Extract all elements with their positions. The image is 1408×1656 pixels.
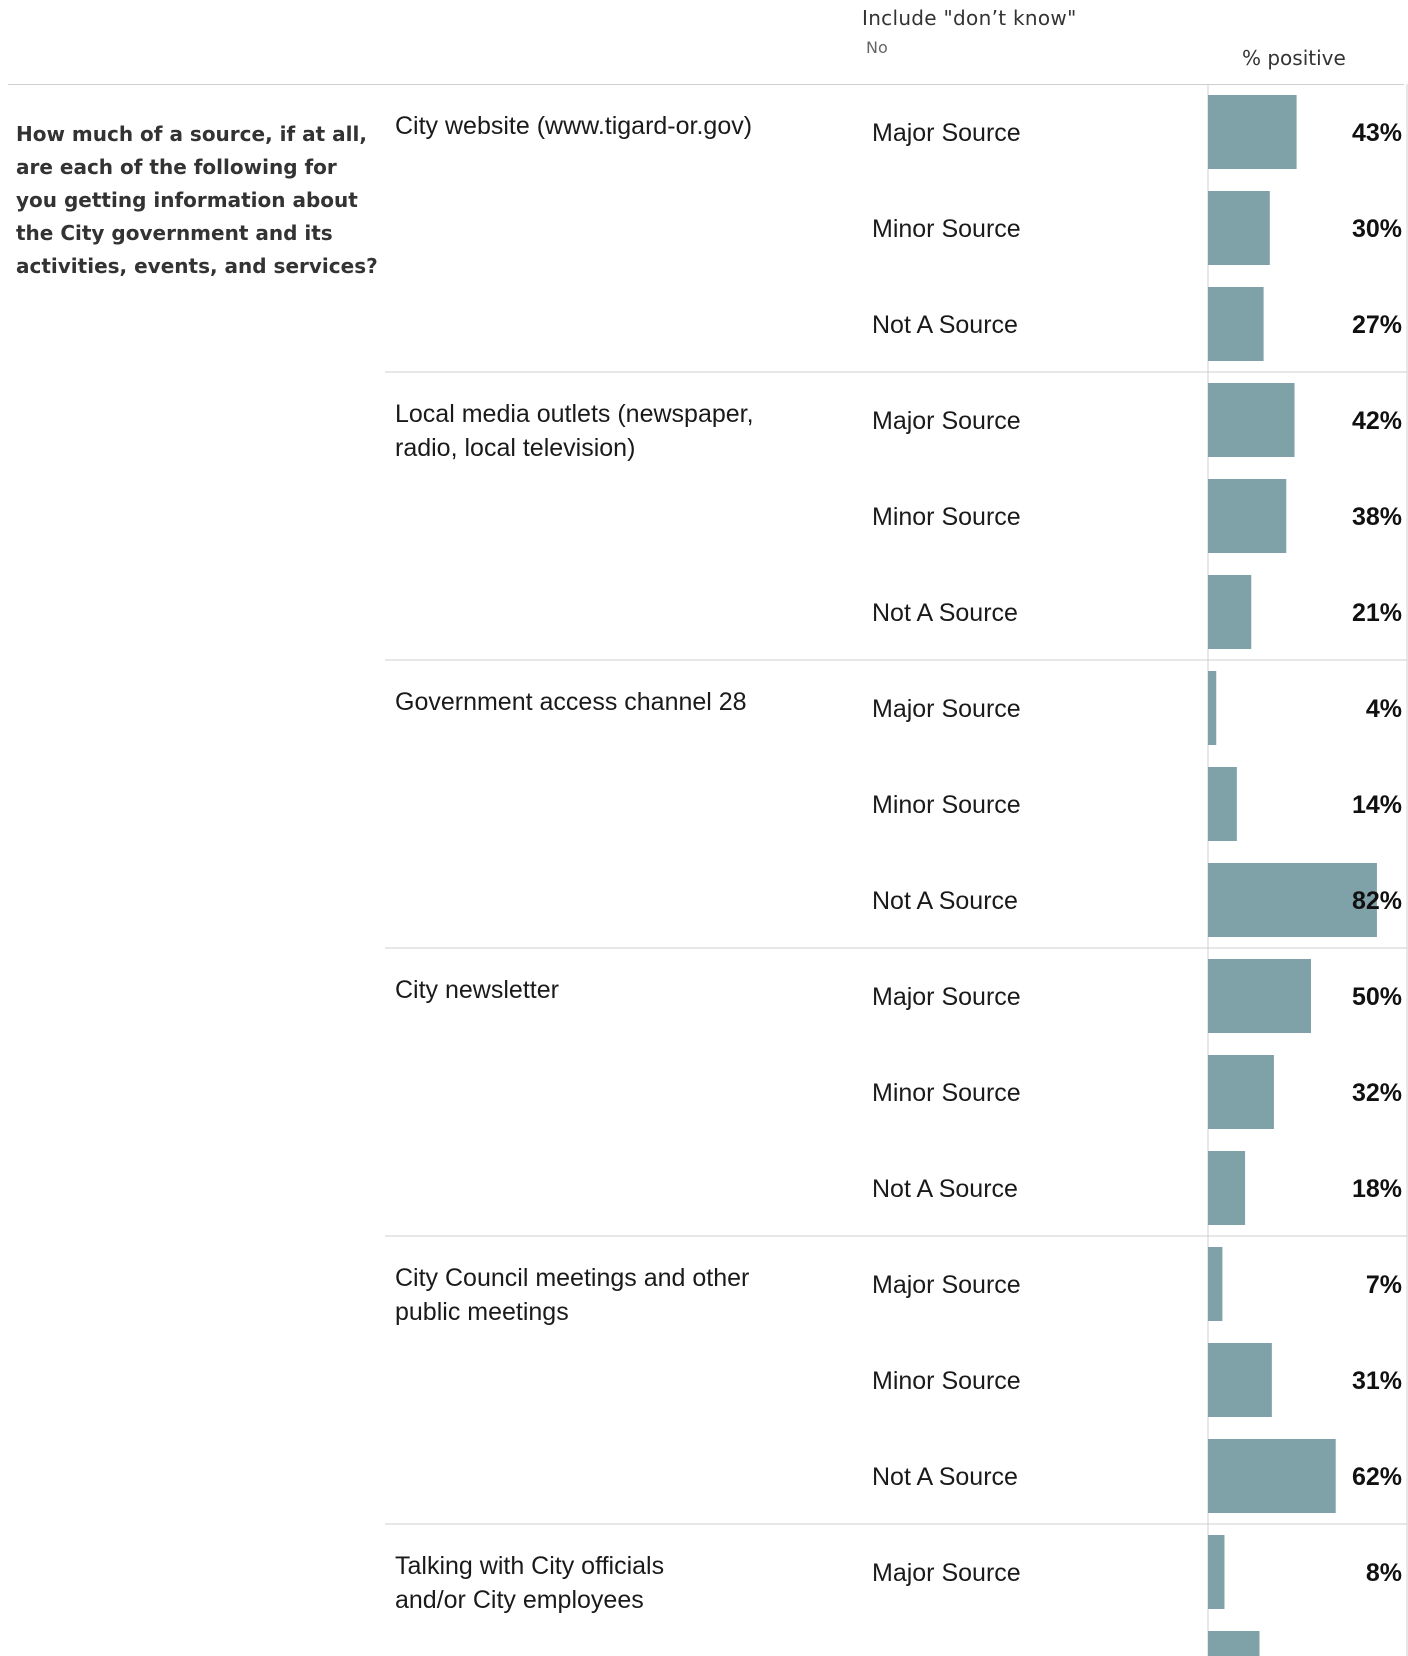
bar — [1208, 1055, 1274, 1129]
bar — [1208, 287, 1264, 361]
value-label: 14% — [1352, 791, 1402, 819]
bar — [1208, 383, 1295, 457]
value-label: 42% — [1352, 407, 1402, 435]
bar — [1208, 863, 1377, 937]
response-label: Minor Source — [872, 791, 1021, 819]
value-label: 62% — [1352, 1463, 1402, 1491]
value-label: 43% — [1352, 119, 1402, 147]
value-label: 32% — [1352, 1079, 1402, 1107]
bar — [1208, 1439, 1336, 1513]
response-label: Not A Source — [872, 1463, 1018, 1491]
response-label: Minor Source — [872, 215, 1021, 243]
bar — [1208, 1151, 1246, 1225]
value-label: 50% — [1352, 983, 1402, 1011]
group-label: Government access channel 28 — [395, 688, 747, 716]
response-label: Major Source — [872, 119, 1021, 147]
value-label: 18% — [1352, 1175, 1402, 1203]
bar — [1208, 1631, 1260, 1656]
bar — [1208, 191, 1270, 265]
response-label: Not A Source — [872, 1175, 1018, 1203]
response-label: Not A Source — [872, 311, 1018, 339]
response-label: Not A Source — [872, 599, 1018, 627]
value-label: 7% — [1366, 1271, 1402, 1299]
bar — [1208, 95, 1297, 169]
bar — [1208, 767, 1237, 841]
value-label: 31% — [1352, 1367, 1402, 1395]
group-label: City newsletter — [395, 976, 559, 1004]
value-label: 8% — [1366, 1559, 1402, 1587]
bar — [1208, 479, 1287, 553]
response-label: Minor Source — [872, 1367, 1021, 1395]
response-label: Major Source — [872, 1271, 1021, 1299]
filter-value[interactable]: No — [866, 38, 888, 57]
filter-title: Include "don’t know" — [862, 6, 1077, 30]
group-label: City Council meetings and other public me… — [395, 1264, 749, 1326]
bar — [1208, 1247, 1223, 1321]
response-label: Minor Source — [872, 1079, 1021, 1107]
header-divider — [8, 84, 1404, 85]
value-label: 30% — [1352, 215, 1402, 243]
response-label: Not A Source — [872, 887, 1018, 915]
response-label: Major Source — [872, 983, 1021, 1011]
value-label: 27% — [1352, 311, 1402, 339]
bar — [1208, 575, 1252, 649]
bar — [1208, 671, 1217, 745]
value-label: 4% — [1366, 695, 1402, 723]
value-label: 21% — [1352, 599, 1402, 627]
bar — [1208, 1343, 1272, 1417]
response-label: Major Source — [872, 1559, 1021, 1587]
response-label: Major Source — [872, 407, 1021, 435]
value-label: 38% — [1352, 503, 1402, 531]
response-label: Minor Source — [872, 503, 1021, 531]
group-label: Talking with City officials and/or City e… — [395, 1552, 664, 1614]
group-label: City website (www.tigard-or.gov) — [395, 112, 752, 140]
group-label: Local media outlets (newspaper, radio, lo… — [395, 400, 754, 462]
question-text: How much of a source, if at all, are eac… — [16, 122, 378, 278]
value-label: 82% — [1352, 887, 1402, 915]
bar — [1208, 1535, 1225, 1609]
column-header: % positive — [1242, 46, 1346, 70]
bar — [1208, 959, 1311, 1033]
response-label: Major Source — [872, 695, 1021, 723]
